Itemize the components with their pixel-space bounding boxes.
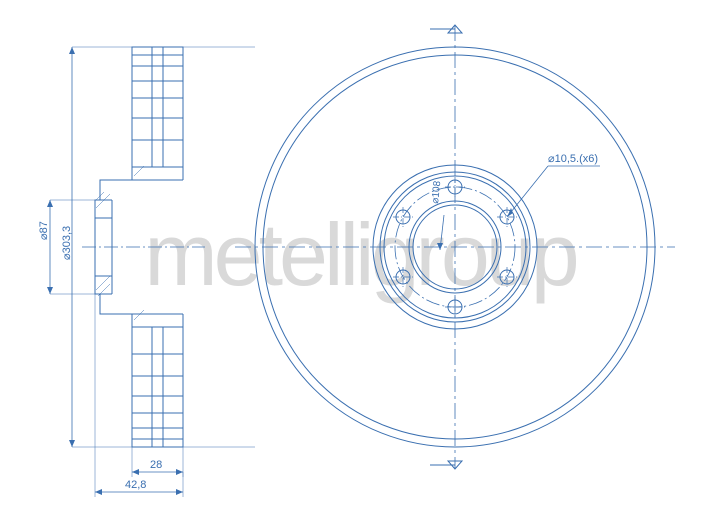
dim-dia303: ⌀303,3 [60,226,73,260]
technical-drawing [0,0,720,509]
front-view [235,25,675,469]
dim-bolt: ⌀10,5.(x6) [548,152,598,165]
dim-width28: 28 [150,459,162,471]
dim-width42: 42,8 [125,479,146,491]
drawing-canvas: metelligroup [0,0,720,509]
dim-dia87: ⌀87 [37,221,50,240]
side-view [82,47,255,447]
dim-dia108: ⌀108 [430,180,443,204]
